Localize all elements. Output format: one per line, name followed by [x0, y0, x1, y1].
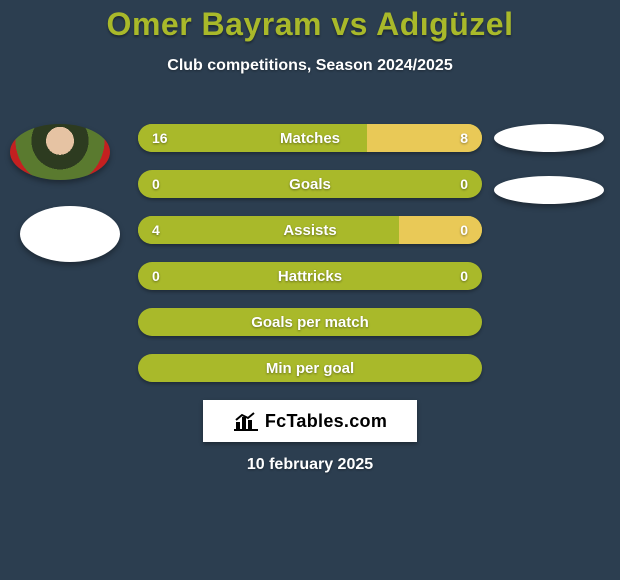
- stat-row-label: Goals: [138, 170, 482, 198]
- comparison-chart: Matches168Goals00Assists40Hattricks00Goa…: [138, 124, 482, 400]
- stat-row-label: Min per goal: [138, 354, 482, 382]
- stat-row: Goals0 0: [138, 170, 482, 198]
- stat-row-right-value: 0: [460, 262, 468, 290]
- branding-icon: [233, 411, 259, 431]
- stat-row-right-value: 0: [460, 216, 468, 244]
- stat-row-left-value: 4: [152, 216, 160, 244]
- stat-row-left-value: 16: [152, 124, 168, 152]
- stat-row-right-value: 0: [460, 170, 468, 198]
- player2-team-badge: [494, 176, 604, 204]
- stat-row: Hattricks0 0: [138, 262, 482, 290]
- stat-row-label: Hattricks: [138, 262, 482, 290]
- stat-row: Matches16 8: [138, 124, 482, 152]
- stat-row: Min per goal: [138, 354, 482, 382]
- stat-row-left-value: 0: [152, 170, 160, 198]
- stat-row-label: Matches: [138, 124, 482, 152]
- date-label: 10 february 2025: [0, 456, 620, 474]
- page-title: Omer Bayram vs Adıgüzel: [0, 0, 620, 49]
- stat-row-label: Goals per match: [138, 308, 482, 336]
- stat-row-left-value: 0: [152, 262, 160, 290]
- branding-badge: FcTables.com: [203, 400, 417, 442]
- player2-avatar: [494, 124, 604, 152]
- page-subtitle: Club competitions, Season 2024/2025: [0, 57, 620, 75]
- stat-row-label: Assists: [138, 216, 482, 244]
- stat-row: Assists4 0: [138, 216, 482, 244]
- branding-text: FcTables.com: [265, 411, 387, 432]
- player1-avatar: [10, 124, 110, 180]
- player1-team-badge: [20, 206, 120, 262]
- stat-row: Goals per match: [138, 308, 482, 336]
- stat-row-right-value: 8: [460, 124, 468, 152]
